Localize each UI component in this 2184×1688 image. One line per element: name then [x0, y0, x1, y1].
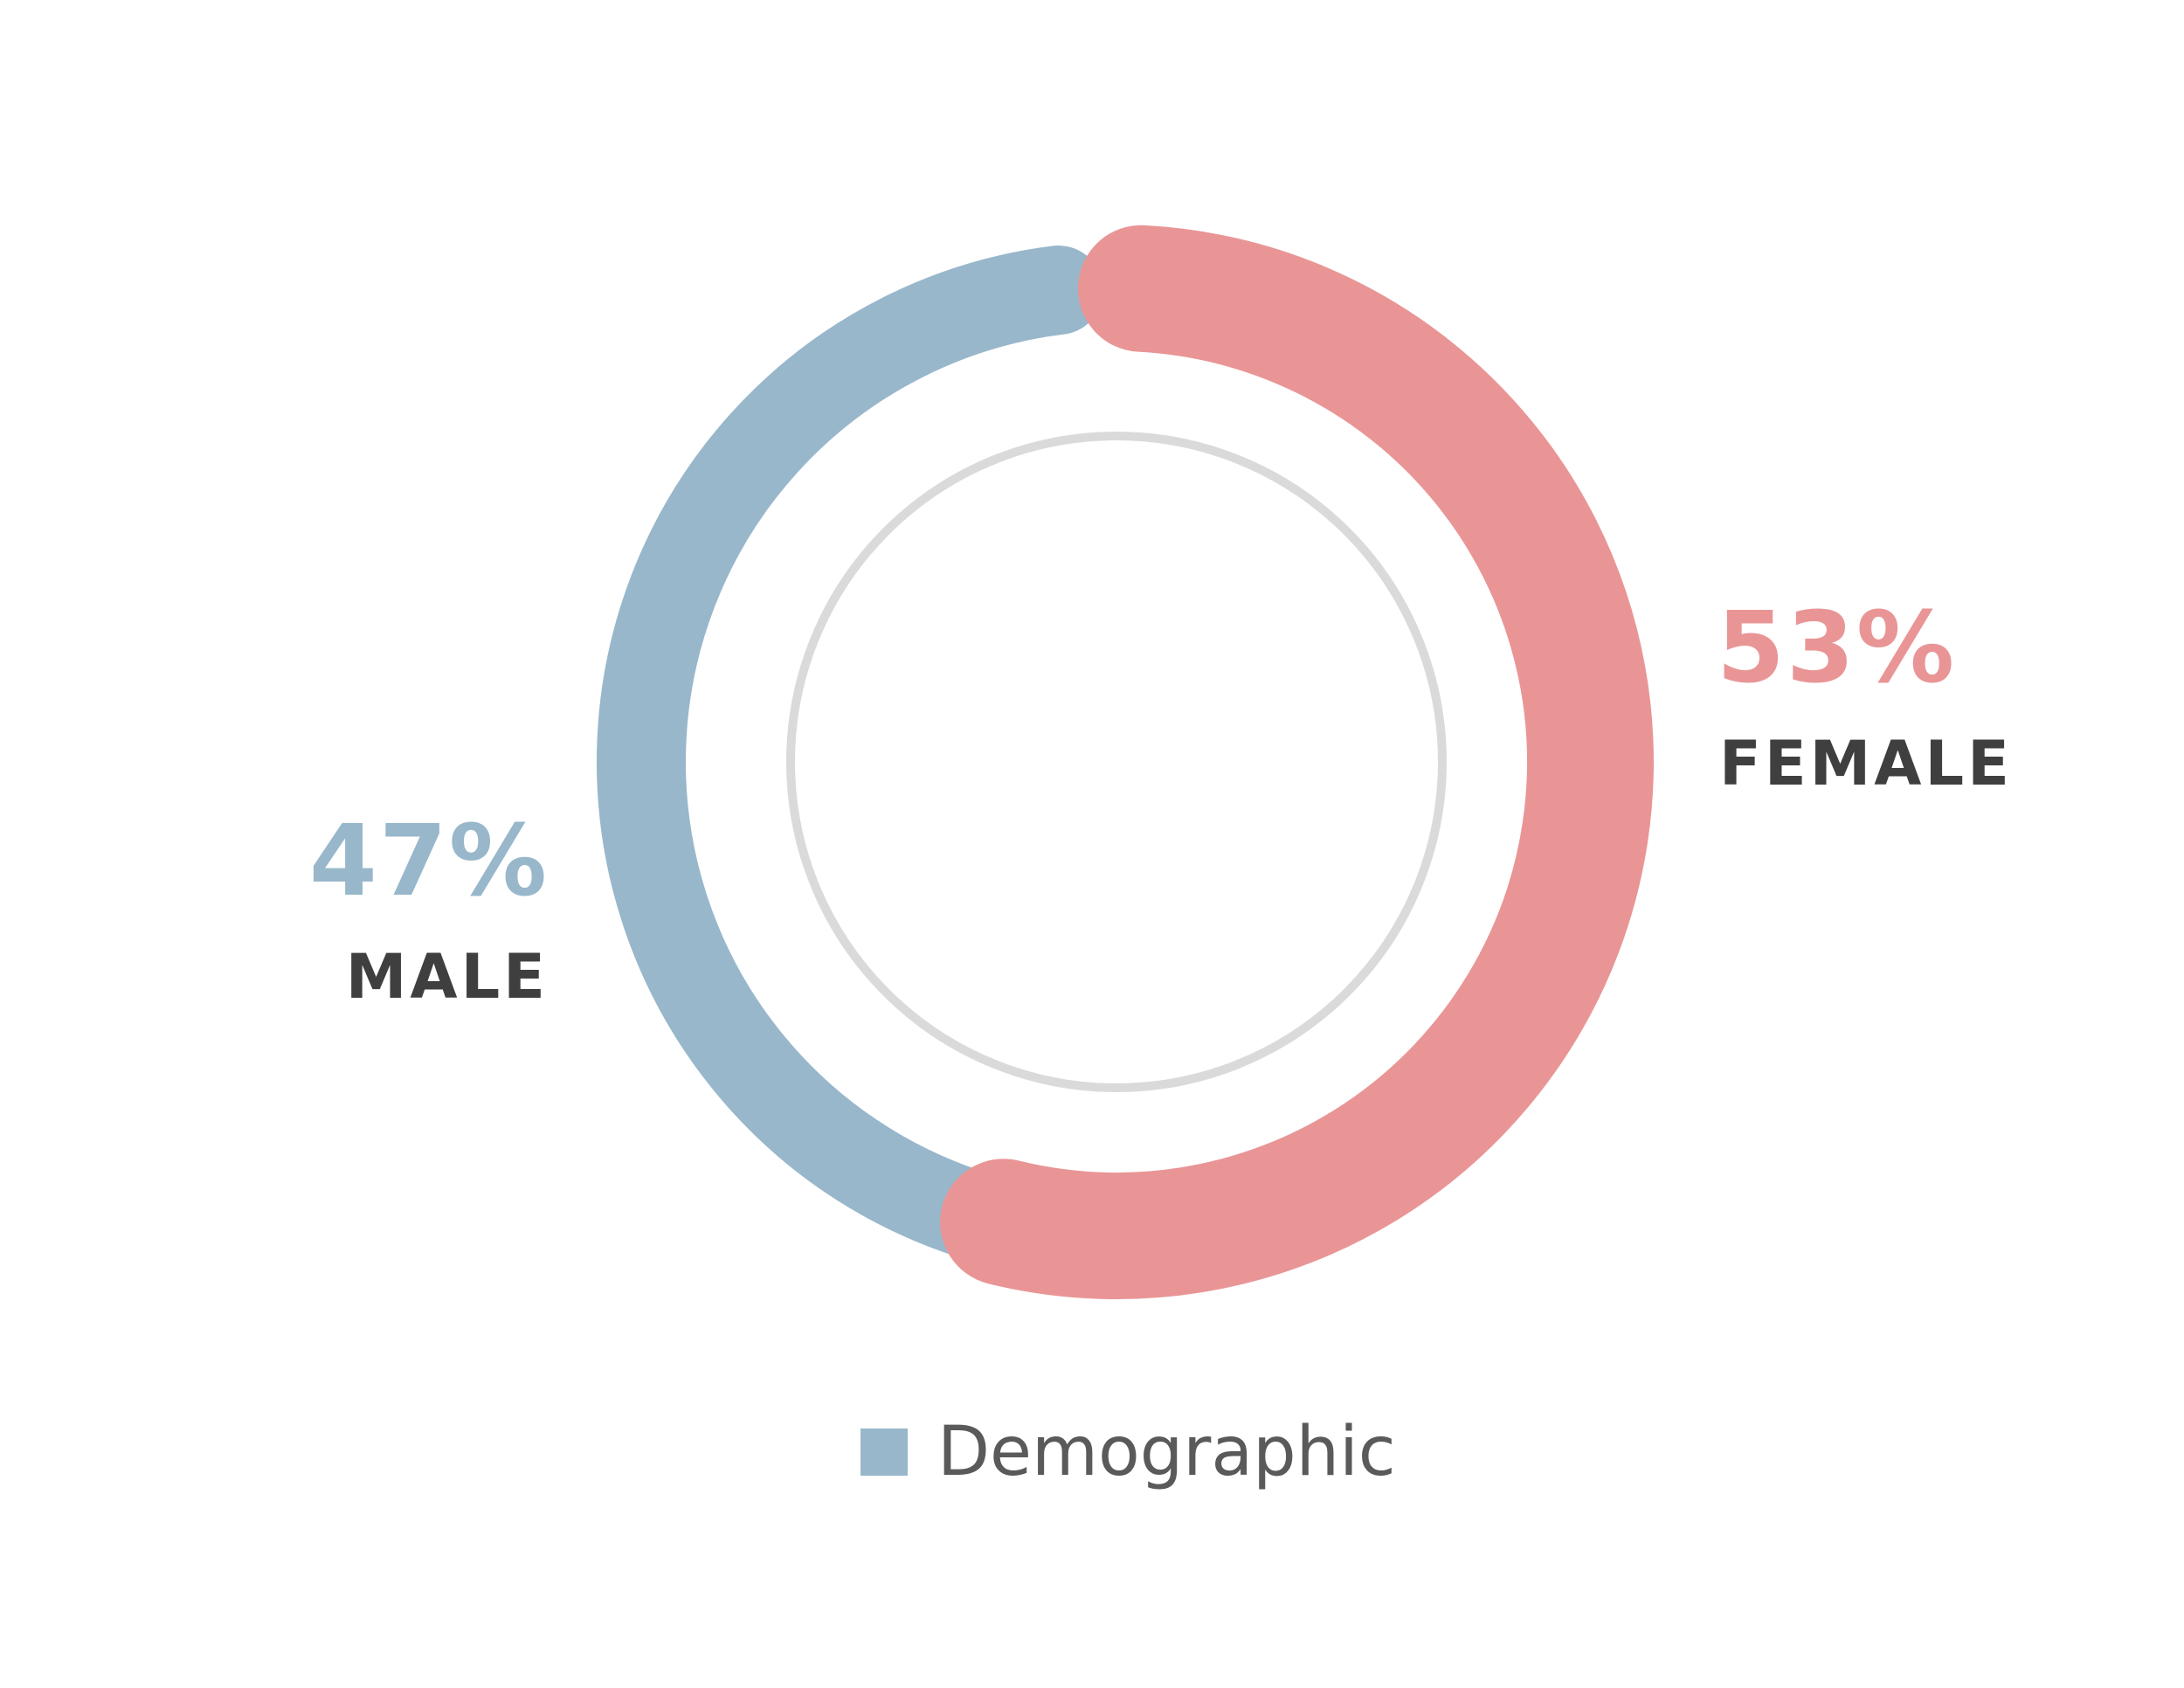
slice-male	[597, 246, 1103, 1276]
slice-female	[940, 225, 1654, 1299]
legend-label: Demographic	[937, 1413, 1396, 1491]
male-percent-label: 47%	[309, 805, 549, 918]
inner-ring	[786, 432, 1447, 1092]
female-category-label: FEMALE	[1719, 728, 2013, 799]
female-percent-label: 53%	[1717, 591, 1956, 705]
donut-slices	[597, 225, 1654, 1299]
legend-swatch	[860, 1429, 908, 1476]
male-category-label: MALE	[346, 941, 549, 1013]
